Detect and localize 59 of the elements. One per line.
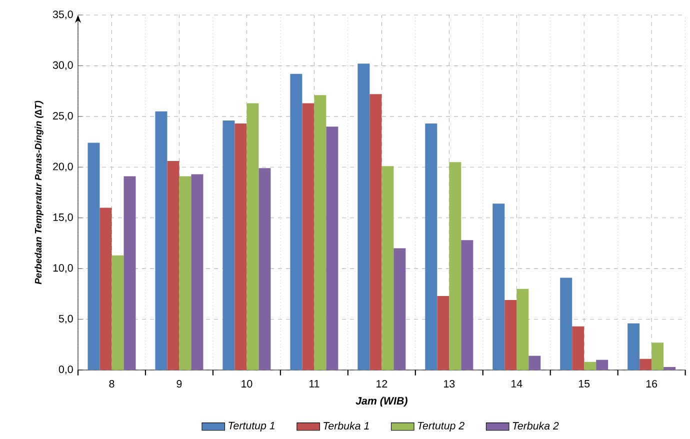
x-tick-label: 11 <box>309 380 320 388</box>
y-tick-label: 10,0 <box>53 264 73 273</box>
bar <box>382 166 394 370</box>
y-axis-title: Perbedaan Temperatur Panas-Dingin (∆T) <box>34 100 44 284</box>
bar <box>492 204 505 370</box>
bar <box>290 74 302 370</box>
x-axis-title: Jam (WIB) <box>356 396 408 407</box>
bar <box>370 94 382 370</box>
y-tick-label: 15,0 <box>53 213 73 222</box>
bar <box>516 288 529 370</box>
bar <box>234 124 247 370</box>
x-tick-label: 12 <box>376 380 388 388</box>
bar <box>191 174 204 370</box>
bar <box>437 296 450 370</box>
bar <box>528 356 541 370</box>
bar <box>302 103 314 370</box>
x-tick-label: 9 <box>176 380 182 388</box>
bar <box>314 95 326 370</box>
x-tick-label: 16 <box>646 380 658 388</box>
legend-label: Terbuka 2 <box>512 422 559 430</box>
bar <box>258 168 271 370</box>
bar <box>112 255 124 370</box>
legend-label: Tertutup 2 <box>418 422 464 432</box>
bar <box>222 120 235 370</box>
bar <box>394 248 406 370</box>
bar <box>461 240 474 370</box>
legend-label: Tertutup 1 <box>228 422 274 432</box>
y-tick-label: 20,0 <box>53 162 73 172</box>
bar <box>425 124 438 370</box>
y-tick-label: 30,0 <box>52 61 73 70</box>
bar <box>584 362 596 370</box>
bar <box>246 103 259 370</box>
bar <box>124 176 136 370</box>
bar <box>179 176 192 370</box>
bar <box>167 161 180 370</box>
bar <box>596 360 608 370</box>
bar <box>88 142 100 370</box>
bar <box>100 208 112 370</box>
y-tick-label: 0,0 <box>58 366 73 374</box>
bar <box>504 300 517 370</box>
x-tick-label: 8 <box>109 380 114 388</box>
bar <box>155 111 168 370</box>
x-tick-label: 13 <box>444 380 455 388</box>
y-tick-label: 35,0 <box>52 10 73 20</box>
bar <box>326 126 338 370</box>
legend-label: Terbuka 1 <box>324 422 369 430</box>
x-tick-label: 10 <box>242 380 252 388</box>
x-tick-label: 14 <box>512 380 522 388</box>
bar <box>640 358 652 370</box>
bar <box>664 366 676 370</box>
bar <box>560 278 572 370</box>
bar <box>628 323 640 370</box>
x-tick-label: 15 <box>578 380 590 388</box>
bar <box>652 342 664 370</box>
bar <box>358 64 370 370</box>
y-tick-label: 25,0 <box>53 112 73 121</box>
bar <box>572 326 584 370</box>
bar <box>449 162 462 370</box>
y-tick-label: 5,0 <box>58 314 73 324</box>
